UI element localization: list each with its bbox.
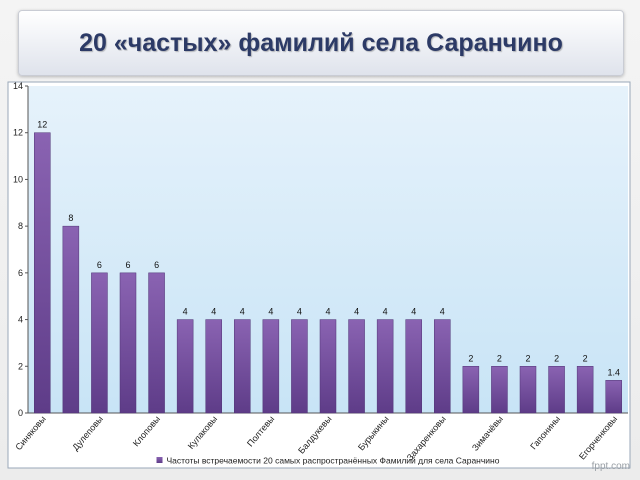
data-label: 4 <box>183 307 188 317</box>
data-label: 4 <box>440 307 445 317</box>
bar <box>319 319 337 414</box>
data-label: 4 <box>240 307 245 317</box>
bar <box>34 132 51 414</box>
data-label: 4 <box>354 307 359 317</box>
data-label: 4 <box>211 307 216 317</box>
data-label: 1.4 <box>607 367 620 377</box>
legend-swatch <box>156 457 163 463</box>
bar <box>605 380 622 414</box>
data-label: 4 <box>383 307 388 317</box>
bar <box>291 319 308 414</box>
bar <box>262 319 280 414</box>
bar <box>519 366 537 414</box>
title-banner: 20 «частых» фамилий села Саранчино <box>18 10 624 76</box>
data-label: 8 <box>68 213 73 223</box>
data-label: 4 <box>297 307 302 317</box>
bar <box>176 319 194 414</box>
data-label: 6 <box>97 260 102 270</box>
data-label: 2 <box>554 353 559 363</box>
bar <box>119 272 137 414</box>
data-label: 6 <box>125 260 130 270</box>
bar <box>576 366 594 414</box>
bar <box>462 366 480 414</box>
data-label: 12 <box>37 120 47 130</box>
y-tick-label: 14 <box>13 81 23 91</box>
y-tick-label: 4 <box>18 315 23 325</box>
bar <box>376 319 394 414</box>
data-label: 2 <box>468 353 473 363</box>
y-tick-label: 0 <box>18 408 23 418</box>
data-label: 4 <box>268 307 273 317</box>
bar <box>434 319 451 414</box>
y-tick-label: 12 <box>13 128 23 138</box>
y-tick-label: 2 <box>18 361 23 371</box>
bar <box>405 319 422 414</box>
y-tick-label: 10 <box>13 174 23 184</box>
data-label: 2 <box>525 353 530 363</box>
data-label: 2 <box>583 353 588 363</box>
data-label: 2 <box>497 353 502 363</box>
y-tick-label: 6 <box>18 268 23 278</box>
bar <box>234 319 251 414</box>
data-label: 6 <box>154 260 159 270</box>
bar <box>205 319 222 414</box>
bar <box>548 366 565 414</box>
bar <box>491 366 508 414</box>
slide-title: 20 «частых» фамилий села Саранчино <box>79 28 563 57</box>
bar <box>62 225 80 414</box>
watermark: fppt.com <box>591 461 630 472</box>
bar <box>91 272 108 414</box>
bar <box>148 272 165 414</box>
bar <box>348 319 365 414</box>
data-label: 4 <box>325 307 330 317</box>
legend-label: Частоты встречаемости 20 самых распростр… <box>167 456 500 466</box>
data-label: 4 <box>411 307 416 317</box>
y-tick-label: 8 <box>18 221 23 231</box>
